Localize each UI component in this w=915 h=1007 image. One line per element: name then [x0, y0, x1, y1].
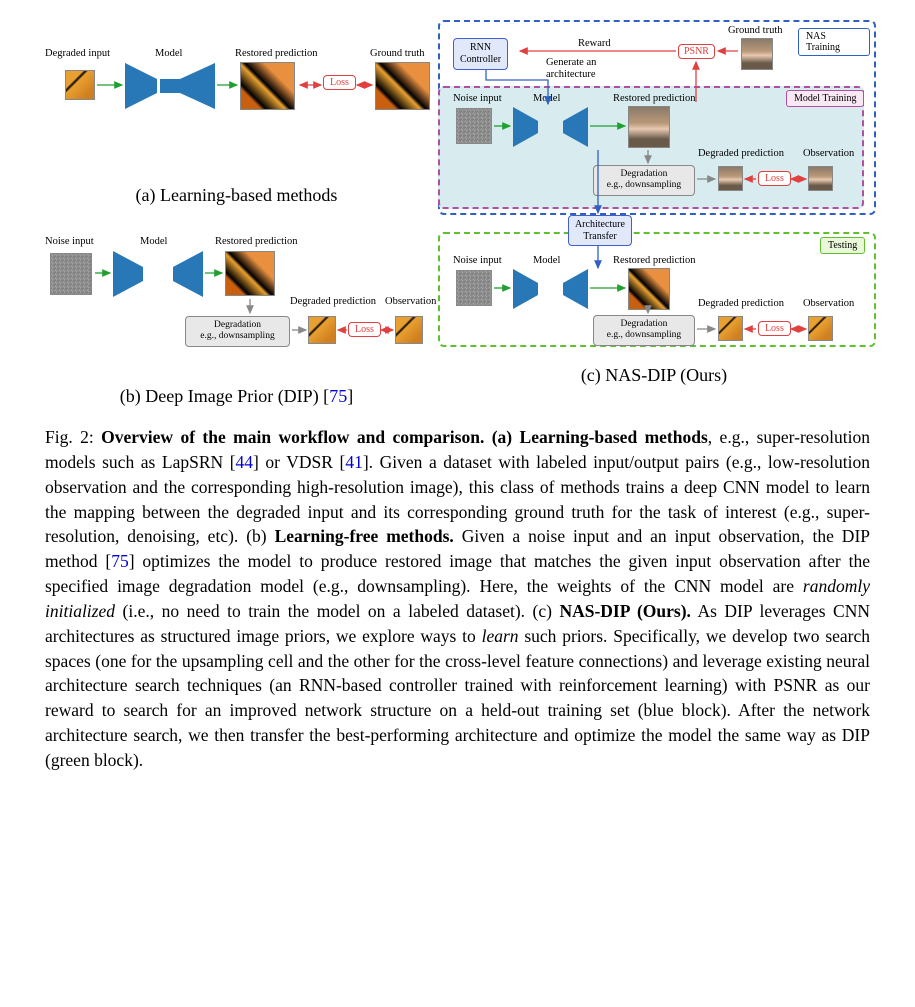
label-gt-c: Ground truth [728, 25, 783, 36]
thumb-gt-c [741, 38, 773, 70]
thumb-degpred-c1 [718, 166, 743, 191]
caption-italic-learn: learn [482, 626, 519, 646]
legend-nas-training: NAS Training [798, 28, 870, 56]
label-degpred-c2: Degraded prediction [698, 298, 784, 309]
figure-2: Degraded input Model Restored prediction… [45, 20, 870, 773]
psnr-box: PSNR [678, 44, 715, 59]
loss-box-c2: Loss [758, 321, 791, 336]
subfigure-a: Degraded input Model Restored prediction… [45, 20, 428, 180]
label-model-c1: Model [533, 93, 560, 104]
ref-75-b: 75 [329, 386, 347, 406]
label-noise-c2: Noise input [453, 255, 502, 266]
thumb-restored-c1 [628, 106, 670, 148]
label-obs-c2: Observation [803, 298, 854, 309]
subcaption-a: (a) Learning-based methods [45, 185, 428, 206]
thumb-noise-c2 [456, 270, 492, 306]
loss-box-c1: Loss [758, 171, 791, 186]
label-obs-c1: Observation [803, 148, 854, 159]
degradation-box-c2: Degradatione.g., downsampling [593, 315, 695, 346]
subfigure-b: Noise input Model Restored prediction De… [45, 211, 428, 381]
thumb-degpred-c2 [718, 316, 743, 341]
ref-75: 75 [111, 551, 129, 571]
caption-title: Overview of the main workflow and compar… [101, 427, 484, 447]
label-restored-c1: Restored prediction [613, 93, 696, 104]
label-noise-c1: Noise input [453, 93, 502, 104]
rnn-controller-box: RNN Controller [453, 38, 508, 70]
ref-44: 44 [236, 452, 254, 472]
subfigure-c: NAS Training Model Training Testing RNN … [438, 20, 870, 360]
model-icon-c1 [513, 107, 588, 147]
label-degpred-c1: Degraded prediction [698, 148, 784, 159]
thumb-restored-c2 [628, 268, 670, 310]
legend-testing: Testing [820, 237, 865, 254]
caption-fignum: Fig. 2: [45, 427, 101, 447]
caption-b-label: Learning-free methods. [275, 526, 454, 546]
thumb-obs-c1 [808, 166, 833, 191]
legend-model-training: Model Training [786, 90, 865, 107]
ref-41: 41 [345, 452, 363, 472]
model-icon-c2 [513, 269, 588, 309]
label-model-c2: Model [533, 255, 560, 266]
architecture-transfer-box: Architecture Transfer [568, 215, 632, 246]
degradation-box-c1: Degradatione.g., downsampling [593, 165, 695, 196]
caption-c-label: NAS-DIP (Ours). [559, 601, 690, 621]
thumb-noise-c1 [456, 108, 492, 144]
caption-a-label: (a) Learning-based methods [484, 427, 707, 447]
subcaption-c: (c) NAS-DIP (Ours) [438, 365, 870, 386]
thumb-obs-c2 [808, 316, 833, 341]
figure-caption: Fig. 2: Overview of the main workflow an… [45, 425, 870, 773]
label-restored-c2: Restored prediction [613, 255, 696, 266]
subcaption-b: (b) Deep Image Prior (DIP) [75] [45, 386, 428, 407]
label-generate: Generate an architecture [546, 57, 596, 80]
label-reward: Reward [578, 38, 611, 49]
